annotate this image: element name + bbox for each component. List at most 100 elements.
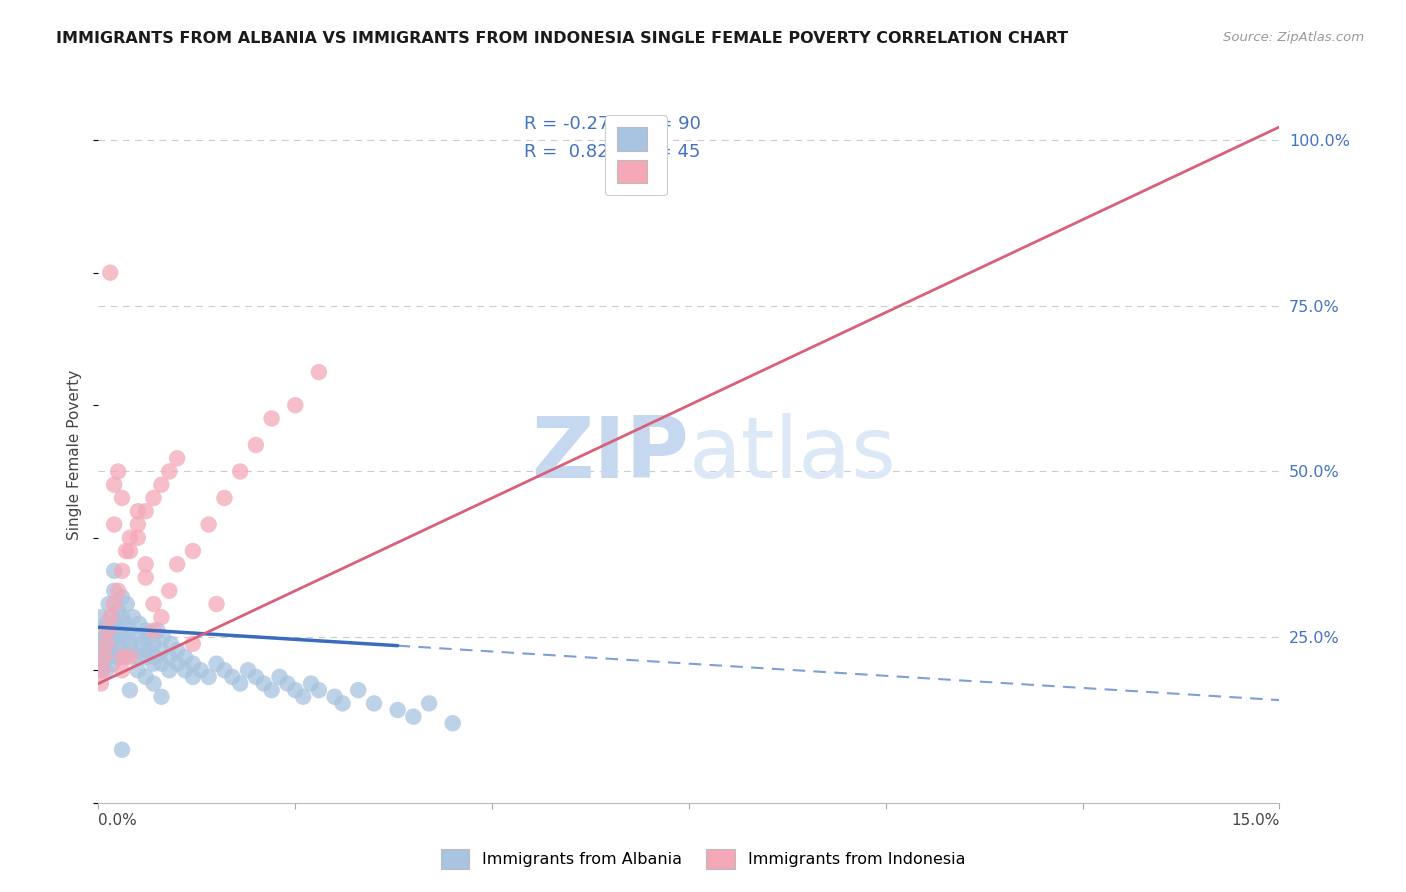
Point	[332, 697, 354, 711]
Text: Source: ZipAtlas.com: Source: ZipAtlas.com	[1223, 31, 1364, 45]
Point	[157, 663, 180, 677]
Point	[221, 670, 243, 684]
Point	[107, 604, 129, 618]
Point	[214, 663, 236, 677]
Point	[174, 663, 197, 677]
Point	[135, 570, 157, 584]
Point	[128, 616, 150, 631]
Point	[105, 650, 128, 665]
Text: 15.0%: 15.0%	[1232, 814, 1279, 828]
Point	[418, 697, 440, 711]
Point	[114, 650, 136, 665]
Point	[98, 624, 121, 638]
Point	[197, 517, 219, 532]
Point	[190, 663, 212, 677]
Point	[108, 624, 131, 638]
Point	[93, 624, 115, 638]
Point	[121, 643, 143, 657]
Legend: , : ,	[605, 115, 666, 195]
Point	[131, 637, 153, 651]
Point	[142, 637, 165, 651]
Point	[101, 610, 124, 624]
Point	[166, 643, 188, 657]
Point	[135, 650, 157, 665]
Point	[135, 558, 157, 572]
Point	[214, 491, 236, 505]
Point	[97, 624, 120, 638]
Point	[284, 683, 307, 698]
Point	[260, 411, 283, 425]
Point	[90, 610, 112, 624]
Point	[98, 637, 121, 651]
Point	[269, 670, 291, 684]
Point	[122, 610, 145, 624]
Point	[103, 583, 125, 598]
Point	[181, 657, 204, 671]
Point	[323, 690, 346, 704]
Point	[253, 676, 276, 690]
Point	[107, 583, 129, 598]
Point	[111, 650, 134, 665]
Point	[111, 643, 134, 657]
Point	[441, 716, 464, 731]
Point	[245, 670, 267, 684]
Point	[111, 491, 134, 505]
Point	[93, 650, 115, 665]
Point	[402, 709, 425, 723]
Point	[96, 616, 118, 631]
Point	[205, 657, 228, 671]
Point	[152, 630, 174, 644]
Point	[118, 650, 141, 665]
Point	[118, 531, 141, 545]
Point	[127, 504, 149, 518]
Point	[135, 670, 157, 684]
Point	[96, 663, 118, 677]
Point	[143, 650, 166, 665]
Point	[387, 703, 409, 717]
Point	[157, 650, 180, 665]
Point	[107, 465, 129, 479]
Text: 0.0%: 0.0%	[98, 814, 138, 828]
Point	[181, 670, 204, 684]
Point	[181, 544, 204, 558]
Text: R =  0.823   N = 45: R = 0.823 N = 45	[523, 144, 700, 161]
Point	[115, 544, 138, 558]
Point	[205, 597, 228, 611]
Point	[308, 365, 330, 379]
Point	[127, 531, 149, 545]
Point	[135, 504, 157, 518]
Point	[142, 491, 165, 505]
Point	[111, 743, 134, 757]
Point	[292, 690, 315, 704]
Point	[146, 624, 169, 638]
Point	[118, 544, 141, 558]
Point	[236, 663, 259, 677]
Point	[103, 630, 125, 644]
Point	[91, 657, 114, 671]
Point	[111, 610, 134, 624]
Point	[174, 650, 197, 665]
Point	[299, 676, 322, 690]
Point	[118, 624, 141, 638]
Point	[90, 663, 112, 677]
Point	[91, 637, 114, 651]
Point	[115, 616, 138, 631]
Point	[142, 624, 165, 638]
Point	[181, 637, 204, 651]
Point	[96, 637, 118, 651]
Point	[97, 597, 120, 611]
Point	[166, 657, 188, 671]
Point	[150, 643, 173, 657]
Text: ZIP: ZIP	[531, 413, 689, 497]
Point	[284, 398, 307, 412]
Point	[98, 266, 121, 280]
Point	[103, 477, 125, 491]
Point	[118, 683, 141, 698]
Point	[138, 630, 160, 644]
Y-axis label: Single Female Poverty: Single Female Poverty	[67, 370, 83, 540]
Point	[142, 597, 165, 611]
Point	[127, 517, 149, 532]
Point	[166, 451, 188, 466]
Point	[104, 616, 127, 631]
Point	[197, 670, 219, 684]
